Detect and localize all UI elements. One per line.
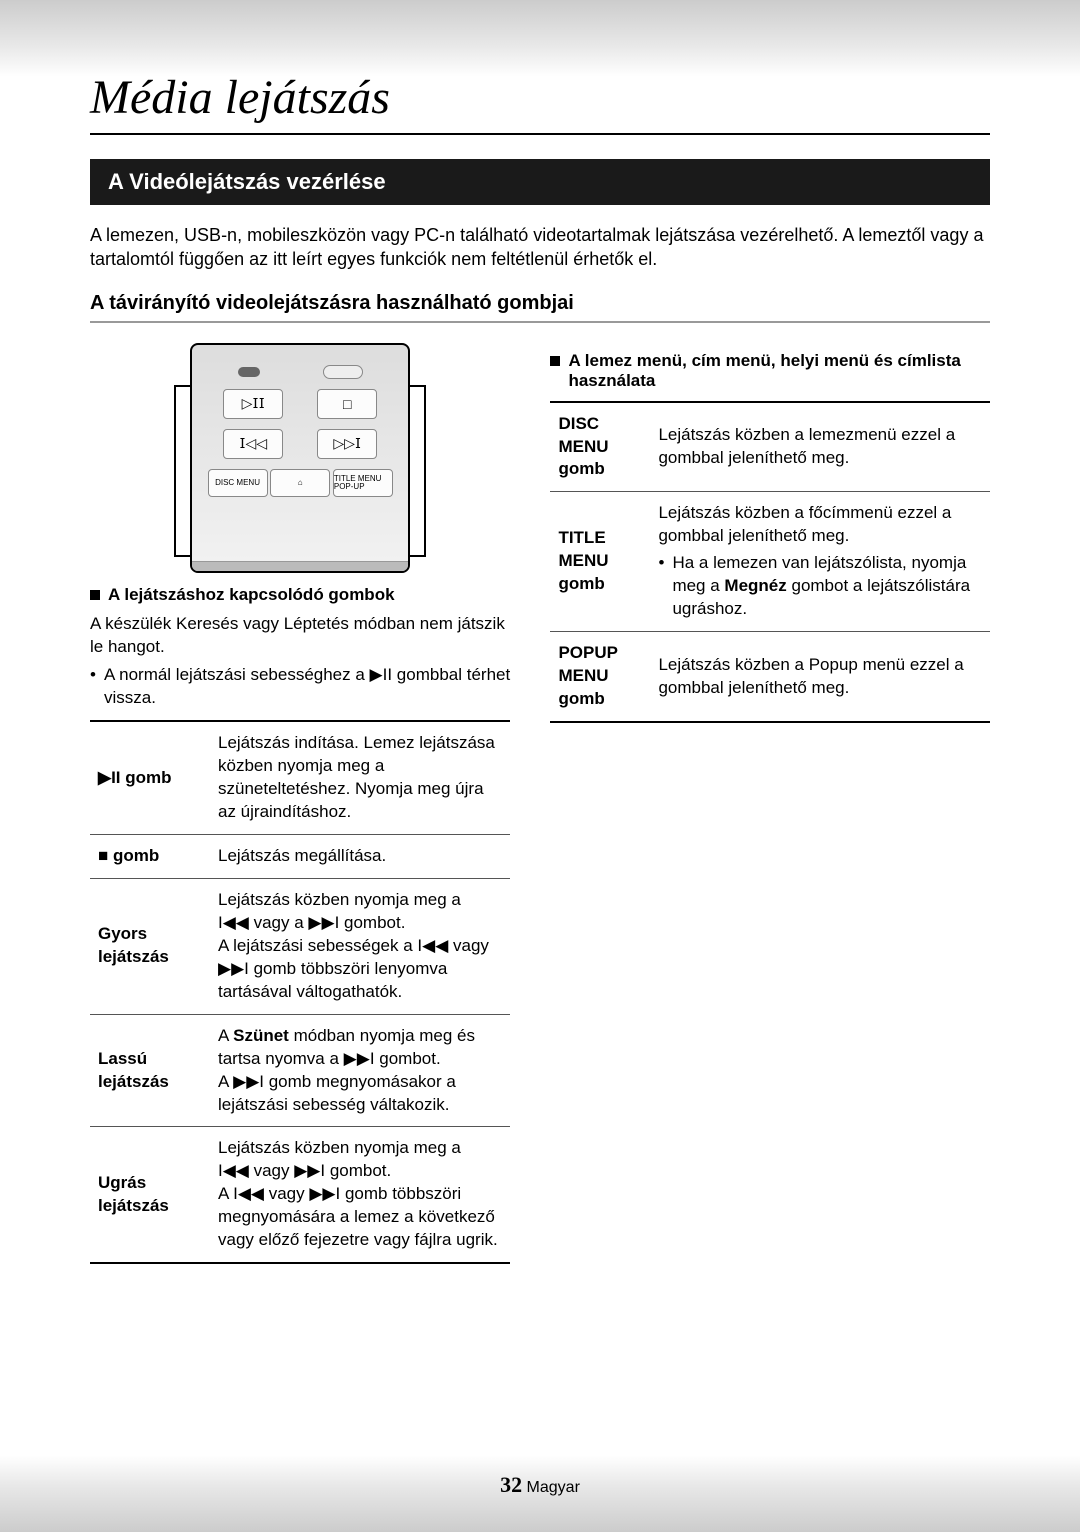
intro-text: A lemezen, USB-n, mobileszközön vagy PC-… bbox=[90, 223, 990, 272]
disc-menu-button: DISC MENU bbox=[208, 469, 268, 497]
next-button: ▷▷𝖨 bbox=[317, 429, 377, 459]
row4-desc: A Szünet módban nyomja meg és tartsa nyo… bbox=[210, 1014, 510, 1127]
remote-led bbox=[238, 367, 260, 377]
next-icon: ▶▶I bbox=[344, 1049, 375, 1068]
prev-icon: I◀◀ bbox=[218, 913, 249, 932]
right-bullet-heading: A lemez menü, cím menü, helyi menü és cí… bbox=[550, 351, 990, 391]
remote-diagram: ▷𝖨𝖨 □ 𝖨◁◁ ▷▷𝖨 DISC MENU ⌂ TITLE MENU POP… bbox=[190, 343, 410, 573]
row5-desc: Lejátszás közben nyomja meg a I◀◀ vagy ▶… bbox=[210, 1127, 510, 1263]
table-row: TITLE MENU gomb Lejátszás közben a főcím… bbox=[550, 492, 990, 632]
prev-icon: I◀◀ bbox=[233, 1184, 264, 1203]
table-row: DISC MENU gomb Lejátszás közben a lemezm… bbox=[550, 402, 990, 492]
t2-row3-desc: Lejátszás közben a Popup menü ezzel a go… bbox=[650, 632, 990, 722]
sub-heading: A távirányító videolejátszásra használha… bbox=[90, 292, 990, 323]
table-row: Gyors lejátszás Lejátszás közben nyomja … bbox=[90, 879, 510, 1015]
t2-row1-desc: Lejátszás közben a lemezmenü ezzel a gom… bbox=[650, 402, 990, 492]
row1-desc: Lejátszás indítása. Lemez lejátszása köz… bbox=[210, 721, 510, 834]
menu-buttons-table: DISC MENU gomb Lejátszás közben a lemezm… bbox=[550, 401, 990, 723]
t2-row1-label: DISC MENU gomb bbox=[550, 402, 650, 492]
row3-label: Gyors lejátszás bbox=[90, 879, 210, 1015]
playback-buttons-table: ▶II gomb Lejátszás indítása. Lemez leját… bbox=[90, 720, 510, 1264]
t2-row2-desc: Lejátszás közben a főcímmenü ezzel a gom… bbox=[650, 492, 990, 632]
play-pause-button: ▷𝖨𝖨 bbox=[223, 389, 283, 419]
remote-diagram-wrap: ▷𝖨𝖨 □ 𝖨◁◁ ▷▷𝖨 DISC MENU ⌂ TITLE MENU POP… bbox=[90, 343, 510, 573]
play-pause-icon: ▶II bbox=[370, 665, 393, 684]
prev-button: 𝖨◁◁ bbox=[223, 429, 283, 459]
home-button: ⌂ bbox=[270, 469, 330, 497]
next-icon: ▶▶I bbox=[294, 1161, 325, 1180]
table-row: Lassú lejátszás A Szünet módban nyomja m… bbox=[90, 1014, 510, 1127]
page-number: 32 bbox=[500, 1472, 522, 1497]
page-content: Média lejátszás A Videólejátszás vezérlé… bbox=[0, 0, 1080, 1304]
t2-row3-label: POPUP MENU gomb bbox=[550, 632, 650, 722]
table-row: POPUP MENU gomb Lejátszás közben a Popup… bbox=[550, 632, 990, 722]
title-menu-button: TITLE MENU POP-UP bbox=[333, 469, 393, 497]
stop-button: □ bbox=[317, 389, 377, 419]
prev-icon: I◀◀ bbox=[417, 936, 448, 955]
row3-desc: Lejátszás közben nyomja meg a I◀◀ vagy a… bbox=[210, 879, 510, 1015]
page-footer: 32 Magyar bbox=[0, 1472, 1080, 1498]
right-column: A lemez menü, cím menü, helyi menü és cí… bbox=[550, 343, 990, 1265]
row1-label: ▶II gomb bbox=[90, 721, 210, 834]
section-bar: A Videólejátszás vezérlése bbox=[90, 159, 990, 205]
left-bullet-heading: A lejátszáshoz kapcsolódó gombok bbox=[90, 585, 510, 605]
remote-lens bbox=[323, 365, 363, 379]
next-icon: ▶▶I bbox=[309, 1184, 340, 1203]
left-note-1: A készülék Keresés vagy Léptetés módban … bbox=[90, 613, 510, 659]
left-column: ▷𝖨𝖨 □ 𝖨◁◁ ▷▷𝖨 DISC MENU ⌂ TITLE MENU POP… bbox=[90, 343, 510, 1265]
t2-row2-label: TITLE MENU gomb bbox=[550, 492, 650, 632]
table-row: Ugrás lejátszás Lejátszás közben nyomja … bbox=[90, 1127, 510, 1263]
next-icon: ▶▶I bbox=[233, 1072, 264, 1091]
page-title: Média lejátszás bbox=[90, 70, 990, 135]
row4-label: Lassú lejátszás bbox=[90, 1014, 210, 1127]
table-row: ▶II gomb Lejátszás indítása. Lemez leját… bbox=[90, 721, 510, 834]
row5-label: Ugrás lejátszás bbox=[90, 1127, 210, 1263]
next-icon: ▶▶I bbox=[308, 913, 339, 932]
prev-icon: I◀◀ bbox=[218, 1161, 249, 1180]
row2-desc: Lejátszás megállítása. bbox=[210, 835, 510, 879]
row2-label: ■ gomb bbox=[90, 835, 210, 879]
table-row: ■ gomb Lejátszás megállítása. bbox=[90, 835, 510, 879]
left-note-2: A normál lejátszási sebességhez a ▶II go… bbox=[90, 664, 510, 710]
page-language: Magyar bbox=[527, 1479, 580, 1496]
next-icon: ▶▶I bbox=[218, 959, 249, 978]
two-column-layout: ▷𝖨𝖨 □ 𝖨◁◁ ▷▷𝖨 DISC MENU ⌂ TITLE MENU POP… bbox=[90, 343, 990, 1265]
